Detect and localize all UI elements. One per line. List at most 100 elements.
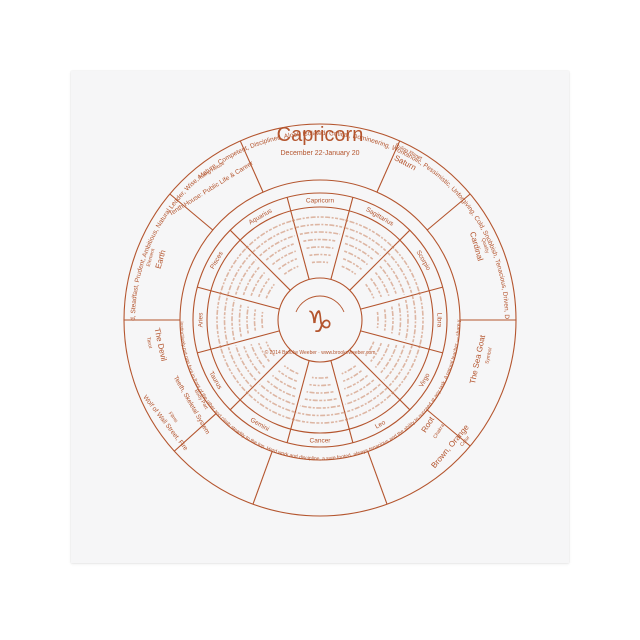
sign-divider [229,349,291,411]
sign-blurb-line [365,283,375,299]
sign-blurb-line [387,345,413,388]
sign-blurb-line [370,278,383,298]
sign-blurb-line [341,365,357,375]
sign-blurb-line [259,383,295,406]
sign-blurb-line [283,365,299,375]
sign-label-libra: Libra [436,313,443,328]
sign-blurb-line [404,299,409,341]
sign-blurb-line [234,259,257,295]
sign-blurb-line [383,309,387,331]
sign-blurb-line [391,345,421,395]
symbol-block: Symbol The Sea Goat [468,333,494,384]
symbol-caption: Symbol [484,347,493,365]
sign-blurb-line [227,252,253,295]
outer-divider [367,451,388,505]
tarot-caption: Tarot [145,337,153,350]
sign-blurb-line [303,397,337,402]
zodiac-poster [71,71,569,563]
sign-blurb-line [265,283,275,299]
sign-label-cancer: Cancer [310,438,332,445]
outer-divider [252,451,273,505]
sign-label-capricorn: Capricorn [306,198,335,205]
sign-blurb-line [343,250,369,266]
sign-blurb-line [299,231,341,236]
sign-divider [330,360,354,443]
sign-blurb-line [291,216,349,222]
sign-blurb-line [345,219,395,249]
sign-blurb-line [245,219,295,249]
sign-blurb-line [311,261,329,264]
outer-dividers [124,140,516,505]
sign-blurb-line [219,345,249,395]
sign-blurb-line [261,311,264,329]
sign-blurb-line [344,242,375,261]
sign-divider [197,286,280,310]
sign-label-leo: Leo [374,419,387,431]
films-block: Films Wolf of Wall Street, Fire [141,394,189,452]
sign-label-aries: Aries [198,312,205,328]
sign-blurb-line [291,418,349,424]
sign-blurb-line [383,345,406,381]
sign-blurb-line [303,238,337,243]
quality-caption: Quality [480,237,490,254]
sign-blurb-line [223,295,229,345]
chakra-caption: Chakra [432,423,446,440]
sign-blurb-line [242,265,261,296]
sign-blurb-line [342,257,362,270]
sign-blurb-line [345,383,381,406]
sign-blurb-line [246,306,250,334]
sign-divider [286,360,310,443]
sign-blurb-line [278,370,298,383]
sign-blurb-line [411,295,417,345]
sign-blurb-line [306,246,334,250]
sign-label-gemini: Gemini [249,417,270,433]
sign-blurb-line [216,291,222,349]
sign-blurb-line [390,306,394,334]
sign-blurb-line [418,291,424,349]
sign-blurb-line [250,343,266,369]
sign-label-scorpio: Scorpio [415,249,432,272]
sign-blurb-line [265,242,296,261]
sign-blurb-line [245,391,295,421]
sign-blurb-line [309,383,331,387]
sign-blurb-line [250,271,266,297]
sign-label-virgo: Virgo [418,372,432,389]
sign-blurb-line [365,341,375,357]
chakra-block: Chakra Root [420,414,446,439]
outer-divider [426,409,471,447]
center-arc [295,295,345,313]
sign-blurb-line [387,252,413,295]
sign-blurb-line [283,265,299,275]
sign-blurb-line [219,245,249,295]
sign-blurb-line [309,253,331,257]
tarot: The Devil [153,327,169,362]
sign-blurb-line [278,257,298,270]
sign-blurb-line [345,234,381,257]
sign-blurb-line [379,344,398,375]
sign-blurb-line [271,250,297,266]
sign-blurb-line [295,411,345,417]
sign-blurb-line [306,390,334,394]
sign-blurb-line [231,299,236,341]
copyright: © 2014 Brooke Weeber · www.brookeweeber.… [265,349,376,356]
sign-blurb-line [265,341,275,357]
sign-blurb-line [391,245,421,295]
sign-blurb-line [257,278,270,298]
sign-blurb-line [345,387,388,413]
sign-blurbs [216,216,424,424]
outer-divider [239,140,264,193]
body-block: Body Part Teeth, Skeletal System [172,375,211,436]
element-caption: Element [146,247,157,267]
sign-divider [229,229,291,291]
sign-blurb-line [370,342,383,362]
sign-blurb-line [311,376,329,379]
sign-divider [360,286,443,310]
sign-blurb-line [345,391,395,421]
films: Wolf of Wall Street, Fire [141,394,189,452]
sign-blurb-line [379,265,398,296]
tarot-block: Tarot The Devil [145,327,169,362]
sign-blurb-line [397,303,402,337]
sign-divider [349,349,411,411]
sign-blurb-line [257,342,270,362]
